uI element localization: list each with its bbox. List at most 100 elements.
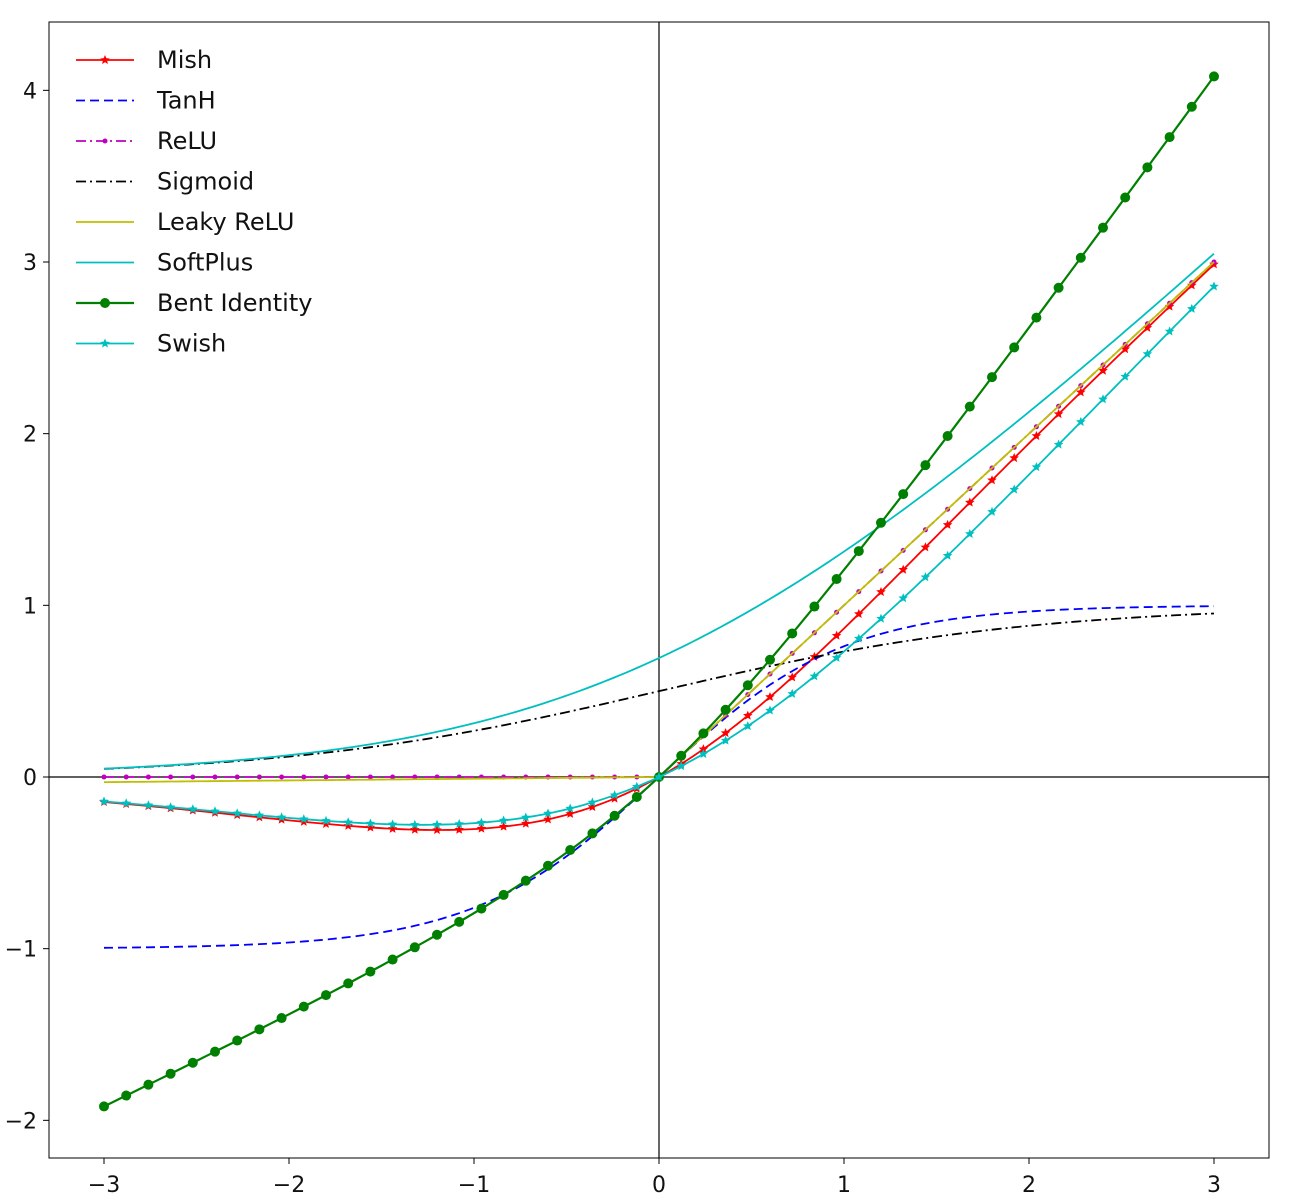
y-tick-label: 4 [23,79,37,104]
series-marker-bent-identity [99,1101,109,1112]
series-marker-bent-identity [1075,252,1086,263]
legend-label-leaky-relu: Leaky ReLU [157,208,294,236]
series-marker-mish [365,822,376,832]
series-marker-bent-identity [720,704,731,715]
series-marker-swish [698,748,709,758]
legend-label-tanh: TanH [156,87,216,115]
series-marker-relu [345,774,351,780]
series-marker-mish [587,801,598,812]
x-tick-label: −2 [273,1173,305,1198]
series-marker-swish [121,798,131,808]
series-marker-mish [321,818,331,828]
series-marker-relu [256,774,262,780]
series-marker-bent-identity [565,845,576,856]
series-marker-bent-identity [831,574,842,585]
series-marker-swish [276,812,287,822]
series-marker-swish [321,815,331,825]
legend-item-sigmoid: Sigmoid [76,168,254,196]
series-marker-mish [1031,430,1042,440]
series-marker-mish [876,586,886,596]
legend-label-bent-identity: Bent Identity [157,289,312,317]
series-marker-swish [676,761,686,771]
series-marker-bent-identity [876,517,886,528]
series-marker-bent-identity [121,1090,132,1101]
series-marker-relu [168,774,174,780]
series-marker-relu [279,774,285,780]
series-marker-bent-identity [298,1001,309,1012]
series-marker-bent-identity [1164,132,1175,143]
x-tick-label: 0 [652,1173,666,1198]
series-marker-mish [387,823,398,833]
series-marker-bent-identity [920,460,931,471]
series-marker-bent-identity [1009,342,1020,353]
series-marker-mish [543,814,553,824]
legend: Mish TanH ReLU Sigmoid Leaky ReLU SoftPlus Ben… [76,46,312,358]
series-marker-swish [743,721,753,731]
series-marker-mish [1053,409,1064,419]
series-marker-swish [299,814,309,824]
series-marker-mish [498,821,509,831]
series-marker-bent-identity [210,1046,220,1057]
series-marker-swish [343,817,353,827]
series-marker-mish [609,793,620,803]
series-marker-mish [831,630,842,640]
series-marker-mish [720,728,731,738]
legend-item-bent-identity: Bent Identity [76,289,312,317]
series-marker-bent-identity [742,680,753,691]
legend-item-relu: ReLU [76,127,217,155]
series-marker-swish [365,818,376,828]
legend-item-mish: Mish [76,46,212,74]
series-marker-swish [165,802,176,812]
series-marker-swish [1031,462,1042,472]
series-marker-bent-identity [1142,162,1153,173]
series-marker-swish [920,572,931,582]
series-marker-swish [1009,484,1019,494]
series-marker-swish [565,803,575,813]
series-marker-bent-identity [964,401,975,412]
series-marker-bent-identity [387,954,398,965]
series-marker-mish [410,824,420,834]
series-marker-swish [987,506,997,516]
x-tick-label: 1 [837,1173,851,1198]
series-marker-bent-identity [987,372,997,383]
series-marker-mish [765,691,775,702]
legend-item-softplus: SoftPlus [76,249,253,277]
series-marker-relu [412,774,418,780]
series-marker-swish [831,652,842,662]
series-marker-bent-identity [343,978,354,989]
series-marker-bent-identity [143,1079,154,1090]
series-marker-swish [1209,281,1219,291]
series-marker-bent-identity [232,1035,243,1046]
series-marker-swish [432,819,442,829]
series-line-softplus [103,252,1215,770]
series-marker-swish [410,819,420,829]
series-marker-bent-identity [609,810,620,821]
legend-label-swish: Swish [157,330,226,358]
series-marker-swish [1076,416,1086,426]
series-marker-swish [787,688,797,698]
series-marker-swish [965,528,975,538]
legend-item-swish: Swish [76,330,226,358]
legend-marker-relu [102,138,108,144]
series-marker-bent-identity [476,903,487,914]
series-marker-swish [609,790,620,800]
y-axis-ticks: −2 −1 0 1 2 3 4 [5,79,49,1134]
series-marker-mish [965,497,975,507]
legend-label-mish: Mish [157,46,212,74]
legend-label-softplus: SoftPlus [157,249,253,277]
series-marker-swish [232,808,242,818]
series-marker-swish [876,613,886,623]
y-tick-label: −1 [5,938,37,963]
legend-marker-mish [100,55,110,65]
series-marker-mish [343,820,353,830]
series-marker-bent-identity [765,654,775,665]
series-marker-mish [1120,344,1130,354]
series-marker-swish [476,817,487,827]
series-marker-mish [1098,365,1108,375]
series-marker-relu [212,774,218,780]
series-marker-mish [987,475,997,485]
legend-label-relu: ReLU [157,127,217,155]
series-marker-bent-identity [165,1068,176,1079]
series-marker-relu [234,774,240,780]
